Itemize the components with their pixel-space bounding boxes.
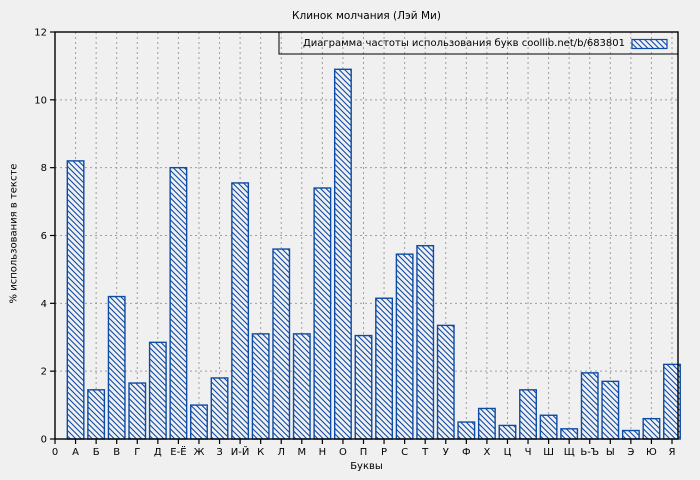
x-tick-label: Ш — [543, 447, 554, 458]
bar-Т — [416, 244, 435, 440]
bar-Э — [621, 429, 640, 440]
y-tick-label: 10 — [34, 95, 47, 106]
bar-А — [66, 160, 85, 440]
bar-Ц — [498, 424, 517, 440]
bar-Г — [128, 382, 147, 440]
x-tick-label: Я — [669, 447, 676, 458]
x-tick-label: Б — [93, 447, 100, 458]
bar-У — [436, 324, 455, 440]
x-tick-label: Н — [319, 447, 327, 458]
x-tick-label: Р — [381, 447, 387, 458]
x-tick-label: В — [113, 447, 120, 458]
bar-Ю — [642, 417, 661, 440]
x-tick-label: Х — [483, 447, 490, 458]
x-tick-label: Ф — [462, 447, 471, 458]
bar-Ж — [190, 404, 208, 440]
x-tick-label: Ж — [194, 447, 205, 458]
bar-К — [251, 333, 270, 440]
bar-Ы — [601, 380, 620, 440]
bar-Д — [148, 341, 167, 440]
x-tick-label: Ы — [606, 447, 615, 458]
bar-В — [107, 295, 126, 440]
y-tick-label: 12 — [34, 28, 47, 39]
bar-Х — [477, 407, 496, 440]
y-tick-label: 0 — [41, 435, 47, 446]
x-tick-label: П — [360, 447, 368, 458]
bar-Ш — [539, 414, 558, 440]
bar-Е-Ё — [169, 166, 188, 440]
x-tick-label: А — [72, 447, 79, 458]
bar-П — [354, 334, 373, 440]
x-tick-label: З — [216, 447, 222, 458]
bar-Ф — [457, 421, 476, 440]
x-tick-label: Ю — [646, 447, 657, 458]
legend-swatch — [631, 38, 668, 50]
y-axis-label: % использования в тексте — [8, 163, 20, 304]
x-tick-label: И-Й — [231, 445, 250, 458]
x-tick-label: Щ — [564, 447, 575, 458]
x-tick-label: С — [401, 447, 408, 458]
x-tick-label: 0 — [52, 447, 58, 458]
y-tick-label: 6 — [41, 231, 47, 242]
x-tick-label: Д — [154, 447, 162, 458]
bar-И-Й — [231, 182, 250, 440]
x-tick-label: Э — [627, 447, 634, 458]
x-tick-label: Ч — [525, 447, 532, 458]
bar-Ч — [519, 389, 537, 440]
bar-Б — [87, 389, 106, 440]
x-tick-label: Ь-Ъ — [580, 447, 599, 458]
bar-С — [395, 253, 414, 440]
chart-title: Клинок молчания (Лэй Ми) — [292, 10, 441, 22]
legend-label: Диаграмма частоты использования букв coo… — [302, 38, 625, 49]
x-tick-label: Е-Ё — [170, 445, 186, 458]
x-tick-label: Ц — [504, 447, 512, 458]
x-tick-label: У — [443, 447, 449, 458]
bar-Н — [313, 187, 332, 440]
bar-О — [333, 68, 352, 440]
y-tick-label: 4 — [41, 299, 47, 310]
bar-М — [292, 333, 311, 440]
bar-З — [210, 377, 229, 440]
bar-Ь-Ъ — [580, 372, 599, 440]
x-tick-label: Г — [134, 447, 140, 458]
bar-Р — [375, 297, 394, 440]
x-tick-label: К — [257, 447, 264, 458]
y-tick-label: 8 — [41, 163, 47, 174]
legend-box — [278, 32, 678, 55]
x-axis-label: Буквы — [350, 461, 383, 472]
x-tick-label: Л — [277, 447, 285, 458]
bar-Л — [272, 248, 291, 440]
x-tick-label: О — [339, 447, 347, 458]
x-tick-label: Т — [421, 447, 429, 458]
y-tick-label: 2 — [41, 367, 47, 378]
x-tick-label: М — [297, 447, 306, 458]
bar-Щ — [560, 428, 579, 440]
